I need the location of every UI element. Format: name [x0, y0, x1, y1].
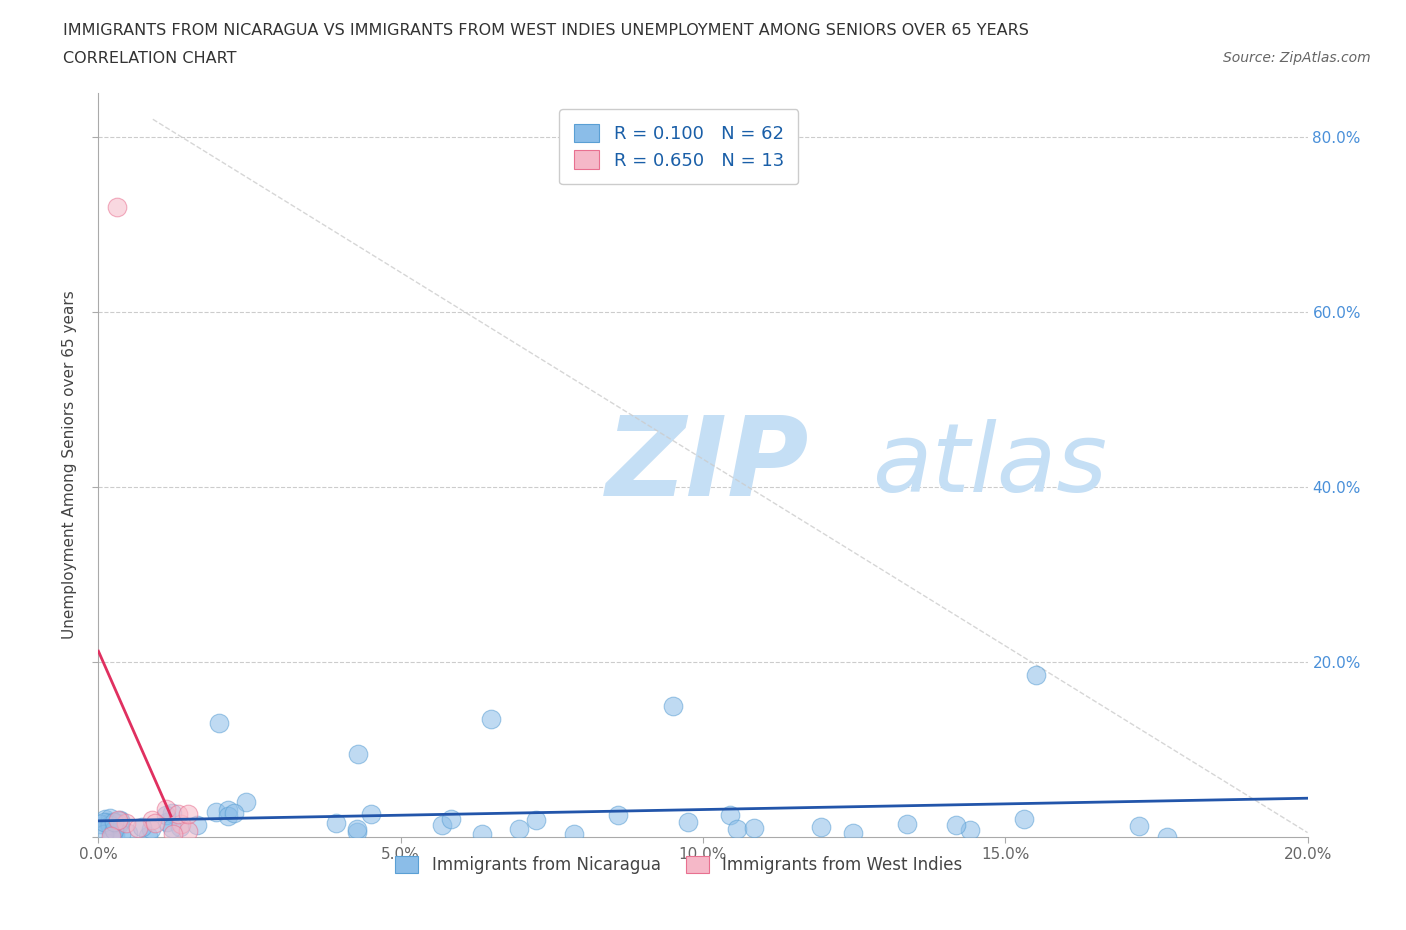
Point	[105, 199, 128, 214]
Point	[725, 821, 748, 836]
Point	[325, 816, 347, 830]
Point	[139, 821, 162, 836]
Point	[156, 815, 179, 830]
Point	[222, 805, 245, 820]
Point	[607, 807, 630, 822]
Point	[103, 815, 125, 830]
Point	[108, 816, 131, 830]
Point	[661, 698, 683, 713]
Point	[108, 813, 131, 828]
Point	[100, 828, 122, 843]
Point	[162, 827, 184, 842]
Point	[177, 823, 200, 838]
Point	[166, 806, 188, 821]
Point	[89, 817, 111, 831]
Point	[100, 824, 122, 839]
Point	[117, 825, 139, 840]
Point	[169, 819, 191, 834]
Point	[208, 716, 231, 731]
Point	[110, 814, 132, 829]
Point	[143, 816, 166, 830]
Point	[346, 824, 368, 839]
Point	[155, 807, 177, 822]
Point	[93, 815, 115, 830]
Point	[360, 806, 382, 821]
Point	[204, 804, 226, 819]
Point	[115, 816, 138, 830]
Point	[842, 826, 865, 841]
Point	[162, 805, 184, 820]
Point	[104, 828, 127, 843]
Point	[131, 819, 153, 834]
Point	[177, 807, 200, 822]
Point	[718, 807, 741, 822]
Point	[170, 817, 193, 831]
Point	[97, 816, 120, 830]
Point	[100, 817, 122, 832]
Point	[440, 812, 463, 827]
Point	[959, 822, 981, 837]
Point	[346, 821, 368, 836]
Point	[217, 803, 239, 817]
Text: ZIP: ZIP	[606, 411, 810, 519]
Point	[945, 817, 967, 832]
Point	[136, 829, 159, 844]
Point	[430, 817, 453, 832]
Text: atlas: atlas	[872, 418, 1108, 512]
Point	[742, 820, 765, 835]
Point	[108, 817, 131, 832]
Point	[562, 827, 585, 842]
Point	[103, 822, 125, 837]
Text: IMMIGRANTS FROM NICARAGUA VS IMMIGRANTS FROM WEST INDIES UNEMPLOYMENT AMONG SENI: IMMIGRANTS FROM NICARAGUA VS IMMIGRANTS …	[63, 23, 1029, 38]
Point	[481, 711, 503, 726]
Point	[107, 812, 129, 827]
Point	[93, 826, 115, 841]
Point	[155, 801, 177, 816]
Y-axis label: Unemployment Among Seniors over 65 years: Unemployment Among Seniors over 65 years	[62, 291, 77, 640]
Point	[162, 820, 184, 835]
Point	[217, 809, 239, 824]
Point	[347, 747, 370, 762]
Point	[235, 795, 257, 810]
Point	[98, 810, 121, 825]
Point	[127, 820, 149, 835]
Point	[186, 817, 208, 832]
Point	[141, 813, 163, 828]
Point	[110, 826, 132, 841]
Point	[100, 830, 122, 844]
Point	[896, 817, 918, 831]
Text: Source: ZipAtlas.com: Source: ZipAtlas.com	[1223, 51, 1371, 65]
Point	[1128, 818, 1150, 833]
Point	[810, 819, 832, 834]
Point	[471, 826, 494, 841]
Legend: Immigrants from Nicaragua, Immigrants from West Indies: Immigrants from Nicaragua, Immigrants fr…	[388, 849, 969, 881]
Point	[508, 821, 530, 836]
Point	[526, 812, 548, 827]
Point	[1012, 811, 1035, 826]
Point	[101, 828, 124, 843]
Point	[94, 811, 117, 826]
Point	[1024, 668, 1046, 683]
Point	[1156, 830, 1178, 844]
Point	[96, 815, 118, 830]
Point	[676, 815, 699, 830]
Text: CORRELATION CHART: CORRELATION CHART	[63, 51, 236, 66]
